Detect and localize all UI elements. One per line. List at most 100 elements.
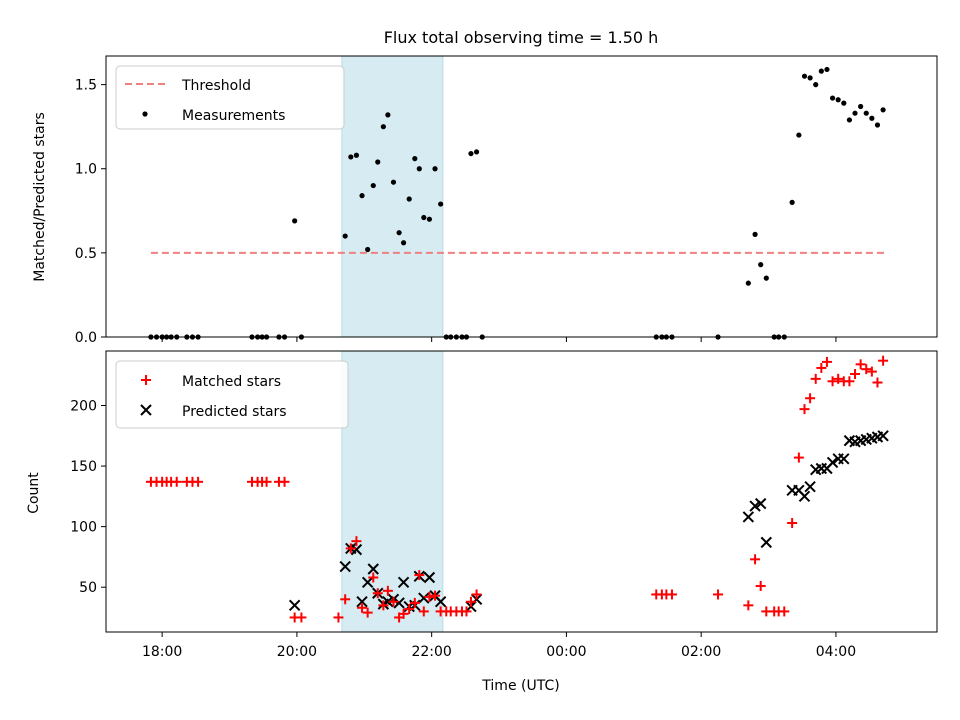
predicted-star-point [838, 453, 850, 465]
measurement-point [818, 68, 824, 74]
measurement-point [473, 149, 480, 155]
predicted-star-point [393, 597, 405, 609]
measurement-point [385, 112, 391, 118]
predicted-star-point [742, 511, 755, 523]
predicted-star-point [361, 576, 374, 589]
matched-star-point [414, 570, 425, 581]
legend-measurements-swatch [142, 111, 148, 117]
measurement-point [426, 216, 433, 222]
x-tick-label: 18:00 [142, 644, 182, 660]
measurement-point [412, 156, 418, 162]
x-tick-label: 20:00 [277, 644, 317, 660]
matched-star-point [833, 373, 844, 384]
matched-star-point [171, 476, 182, 487]
ratio-plot-frame [105, 55, 938, 338]
matched-star-point [779, 606, 790, 617]
matched-star-point [368, 572, 379, 583]
matched-star-point [855, 359, 866, 370]
measurement-point [400, 240, 407, 246]
measurement-point [813, 82, 819, 88]
measurement-point [353, 152, 360, 158]
matched-star-point [340, 594, 351, 605]
matched-star-point [424, 591, 435, 602]
measurement-point [468, 150, 474, 157]
ratio-y-axis-label: Matched/Predicted stars [32, 112, 48, 282]
legend-predicted-swatch [140, 404, 152, 416]
matched-star-point [750, 554, 761, 565]
matched-star-point [755, 580, 766, 591]
count-legend: Matched stars Predicted stars [115, 360, 349, 429]
measurement-point [348, 154, 354, 160]
measurement-point [829, 95, 836, 101]
measurement-point [752, 231, 758, 237]
matched-star-point [844, 376, 855, 387]
y-tick-label: 0.0 [75, 330, 97, 346]
matched-star-point [351, 536, 362, 547]
matched-star-point [279, 476, 290, 487]
matched-star-point [465, 596, 476, 607]
measurement-point [852, 110, 858, 116]
legend-matched-label: Matched stars [182, 374, 281, 390]
matched-star-point [409, 597, 420, 608]
measurement-point [807, 75, 813, 81]
legend-measurements-label: Measurements [182, 108, 285, 124]
count-plot-frame [105, 350, 938, 633]
matched-star-point [878, 355, 889, 366]
measurement-point [380, 124, 386, 130]
measurement-point [390, 179, 397, 185]
y-tick-label: 1.0 [75, 162, 97, 178]
matched-star-point [345, 543, 356, 554]
matched-star-point [799, 404, 810, 415]
y-tick-label: 100 [70, 520, 97, 536]
ratio-plot: 0.0 0.5 1.0 1.5 Threshold Measurements [75, 55, 938, 346]
matched-star-point [713, 589, 724, 600]
measurement-point [396, 230, 402, 236]
matched-star-point [787, 517, 798, 528]
measurement-point [846, 117, 853, 123]
predicted-star-point [367, 563, 379, 575]
y-tick-label: 200 [70, 399, 97, 415]
legend-predicted-label: Predicted stars [182, 404, 287, 420]
measurement-point [365, 246, 371, 253]
matched-star-point [816, 362, 827, 373]
predicted-star-point [423, 571, 436, 584]
matched-star-point [333, 612, 344, 623]
predicted-star-point [826, 456, 839, 469]
measurement-point [745, 280, 751, 286]
measurement-point [370, 182, 376, 189]
predicted-star-point [288, 599, 301, 612]
matched-star-point [193, 476, 204, 487]
matched-star-point [805, 393, 816, 404]
matched-star-point [471, 589, 482, 600]
legend-box [115, 65, 345, 130]
measurement-point [421, 214, 427, 221]
count-y-axis-label: Count [26, 472, 42, 514]
x-tick-label: 02:00 [681, 644, 721, 660]
measurement-point [841, 100, 847, 106]
legend-threshold-label: Threshold [181, 78, 251, 94]
predicted-star-point [804, 480, 816, 493]
figure-title: Flux total observing time = 1.50 h [384, 28, 659, 47]
legend-box [115, 360, 349, 429]
measurement-point [438, 201, 444, 207]
predicted-star-point [350, 543, 363, 556]
matched-star-point [398, 608, 409, 619]
measurement-point [824, 66, 830, 73]
matched-star-point [866, 366, 877, 377]
matched-star-point [850, 369, 861, 380]
matched-star-point [372, 588, 383, 599]
x-axis-label: Time (UTC) [481, 678, 559, 694]
matched-star-point [357, 602, 368, 613]
measurement-point [292, 218, 298, 224]
matched-star-point [261, 476, 272, 487]
legend-matched-swatch [141, 375, 151, 385]
observing-window-span [341, 55, 444, 338]
predicted-star-point [418, 592, 430, 604]
measurement-point [359, 193, 365, 199]
predicted-star-point [356, 596, 368, 608]
y-tick-label: 150 [70, 459, 97, 475]
measurement-point [763, 275, 769, 281]
matched-star-point [418, 606, 429, 617]
measurement-point [863, 110, 869, 116]
